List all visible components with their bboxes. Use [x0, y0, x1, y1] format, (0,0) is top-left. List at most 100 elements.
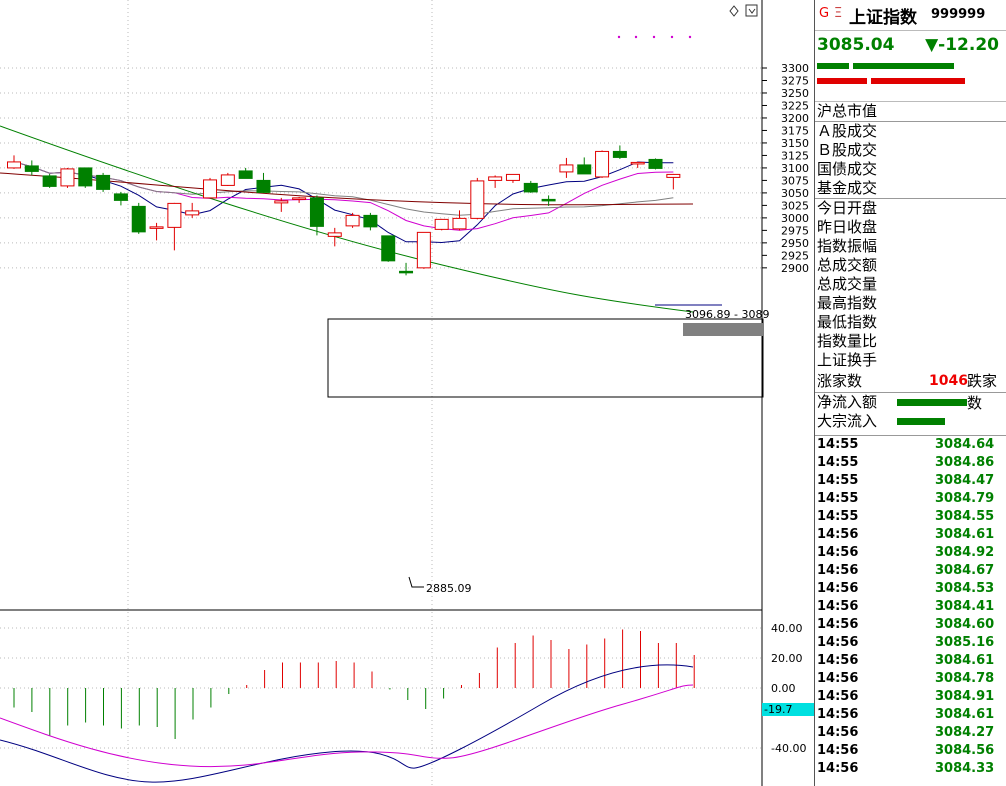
tick-row[interactable]: 14:56 3084.61 [815, 652, 1006, 670]
candle-body [630, 161, 645, 165]
tick-row[interactable]: 14:56 3084.27 [815, 724, 1006, 742]
macd-dea-line [0, 684, 694, 768]
corner-controls[interactable] [729, 4, 758, 17]
candlesticks[interactable] [7, 145, 681, 276]
candle-body [612, 150, 627, 158]
price-tick-label: 3300 [781, 62, 809, 75]
tick-time: 14:56 [817, 743, 859, 758]
tick-price: 3084.61 [935, 653, 995, 668]
prev-close-label: 昨日收盘 [817, 218, 878, 236]
tick-row[interactable]: 14:56 3084.92 [815, 544, 1006, 562]
buy-bar-1 [817, 78, 867, 84]
tick-time: 14:56 [817, 581, 859, 596]
price-tick-label: 2950 [781, 237, 809, 250]
sell-bar-2 [853, 63, 954, 69]
market-cap-label: 沪总市值 [817, 102, 878, 120]
tick-row[interactable]: 14:56 3084.33 [815, 760, 1006, 778]
kline-chart[interactable]: 3300327532503225320031753150312531003075… [0, 0, 814, 786]
kline-chart-area[interactable]: 3300 3275 3250 3225 3200 3175 3150 3125 3100 3075… [0, 0, 814, 786]
declines-label: 跌家数 [967, 372, 998, 412]
candle-body [78, 167, 93, 187]
tick-list[interactable]: 14:55 3084.64 14:55 3084.86 14:55 3084.47 14:5… [815, 435, 1006, 778]
tick-row[interactable]: 14:56 3084.67 [815, 562, 1006, 580]
candle-body [131, 205, 146, 233]
tick-row[interactable]: 14:55 3084.47 [815, 472, 1006, 490]
macd-dif-line [0, 664, 694, 783]
candle-body [113, 193, 128, 201]
price-axis: 3300327532503225320031753150312531003075… [762, 62, 809, 275]
tick-row[interactable]: 14:56 3084.60 [815, 616, 1006, 634]
tick-row[interactable]: 14:56 3084.61 [815, 706, 1006, 724]
block-inflow-row: 大宗流入 [815, 412, 1006, 431]
candle-body [42, 175, 57, 187]
tick-price: 3084.56 [935, 743, 995, 758]
candle-body [577, 164, 592, 175]
amplitude-label: 指数振幅 [817, 237, 878, 255]
price-tick-label: 3225 [781, 99, 809, 112]
macd-lines [0, 664, 694, 783]
candle-body [452, 217, 467, 230]
low-price-label: 2885.09 [426, 582, 472, 595]
tick-price: 3084.55 [935, 509, 995, 524]
candle-body [363, 214, 378, 228]
price-tick-label: 3000 [781, 212, 809, 225]
candle-body [434, 218, 449, 230]
candle-body [149, 226, 164, 229]
advances-label: 涨家数 [817, 372, 863, 390]
range-price-label: 3096.89 - 3089 [685, 308, 769, 321]
tick-row[interactable]: 14:56 3085.16 [815, 634, 1006, 652]
g-toggle[interactable]: G [819, 6, 830, 21]
quote-panel: G Ξ 上证指数 999999 3085.04 ▼-12.20 沪总市值 Ａ股成… [814, 0, 1006, 786]
tick-row[interactable]: 14:55 3084.79 [815, 490, 1006, 508]
price-tick-label: 3125 [781, 149, 809, 162]
candle-body [96, 174, 111, 190]
stats-section: 今日开盘 昨日收盘 指数振幅 总成交额 总成交量 最高指数 最低指数 指数量比 … [815, 199, 1006, 370]
tick-price: 3084.61 [935, 707, 995, 722]
net-inflow-label: 净流入额 [817, 393, 878, 411]
tick-time: 14:55 [817, 491, 859, 506]
buy-sell-bars [815, 61, 1006, 102]
price-tick-label: 2975 [781, 224, 809, 237]
tick-row[interactable]: 14:55 3084.86 [815, 454, 1006, 472]
high-label: 最高指数 [817, 294, 878, 312]
range-highlight [683, 323, 763, 336]
tick-row[interactable]: 14:56 3084.56 [815, 742, 1006, 760]
tick-price: 3084.60 [935, 617, 995, 632]
tick-row[interactable]: 14:55 3084.55 [815, 508, 1006, 526]
candle-body [416, 231, 431, 269]
menu-icon[interactable]: Ξ [834, 6, 843, 21]
candle-body [292, 197, 307, 200]
window-toggle-icon [745, 4, 758, 17]
tick-row[interactable]: 14:56 3084.41 [815, 598, 1006, 616]
tick-row[interactable]: 14:56 3084.53 [815, 580, 1006, 598]
net-inflow-bar [897, 399, 967, 406]
candle-body [541, 198, 556, 202]
price-tick-label: 3025 [781, 199, 809, 212]
tick-row[interactable]: 14:56 3084.78 [815, 670, 1006, 688]
tick-price: 3084.92 [935, 545, 995, 560]
buy-bar-2 [871, 78, 965, 84]
tick-row[interactable]: 14:56 3084.61 [815, 526, 1006, 544]
candle-body [505, 173, 520, 181]
macd-tick-label: -40.00 [771, 742, 806, 755]
price-row: 3085.04 ▼-12.20 [815, 31, 1006, 61]
tick-time: 14:55 [817, 437, 859, 452]
chart-grid [0, 0, 762, 786]
tick-time: 14:56 [817, 563, 859, 578]
range-selection-box[interactable] [327, 318, 764, 398]
dot-markers [617, 35, 692, 39]
low-label: 最低指数 [817, 313, 878, 331]
tick-price: 3084.86 [935, 455, 995, 470]
candle-body [327, 232, 342, 237]
index-code: 999999 [931, 7, 986, 22]
candle-body [523, 182, 538, 193]
sell-bar-1 [817, 63, 849, 69]
tick-row[interactable]: 14:55 3084.64 [815, 436, 1006, 454]
candle-body [185, 210, 200, 216]
tick-time: 14:55 [817, 455, 859, 470]
tick-price: 3084.78 [935, 671, 995, 686]
tick-time: 14:55 [817, 509, 859, 524]
tick-time: 14:56 [817, 671, 859, 686]
tick-row[interactable]: 14:56 3084.91 [815, 688, 1006, 706]
block-inflow-label: 大宗流入 [817, 412, 878, 430]
